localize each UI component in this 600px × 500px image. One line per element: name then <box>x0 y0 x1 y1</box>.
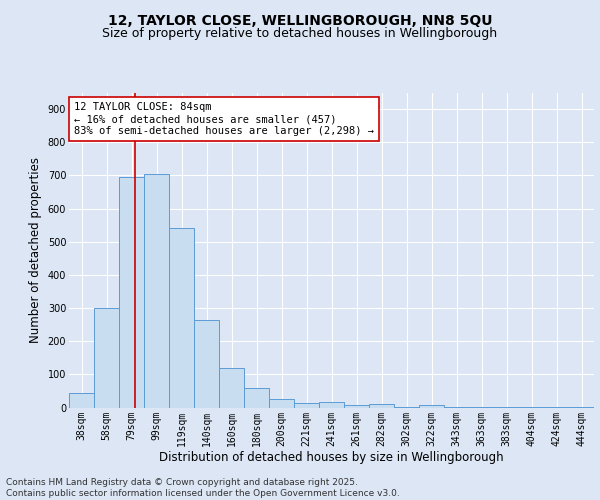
Bar <box>294 402 319 407</box>
Bar <box>119 177 144 408</box>
Bar <box>469 407 494 408</box>
Bar <box>69 392 94 407</box>
Bar <box>569 407 594 408</box>
Bar <box>244 388 269 407</box>
Bar <box>444 407 469 408</box>
Bar <box>144 174 169 408</box>
Bar <box>419 405 444 407</box>
Bar <box>344 405 369 407</box>
Text: Contains HM Land Registry data © Crown copyright and database right 2025.
Contai: Contains HM Land Registry data © Crown c… <box>6 478 400 498</box>
Bar <box>394 407 419 408</box>
Text: 12 TAYLOR CLOSE: 84sqm
← 16% of detached houses are smaller (457)
83% of semi-de: 12 TAYLOR CLOSE: 84sqm ← 16% of detached… <box>74 102 374 136</box>
Bar <box>269 399 294 407</box>
Bar <box>369 404 394 407</box>
Bar <box>319 402 344 407</box>
Bar <box>494 407 519 408</box>
Text: 12, TAYLOR CLOSE, WELLINGBOROUGH, NN8 5QU: 12, TAYLOR CLOSE, WELLINGBOROUGH, NN8 5Q… <box>108 14 492 28</box>
Bar <box>519 407 544 408</box>
Bar <box>94 308 119 408</box>
Bar <box>194 320 219 408</box>
X-axis label: Distribution of detached houses by size in Wellingborough: Distribution of detached houses by size … <box>159 451 504 464</box>
Bar <box>219 368 244 408</box>
Y-axis label: Number of detached properties: Number of detached properties <box>29 157 42 343</box>
Bar <box>169 228 194 408</box>
Text: Size of property relative to detached houses in Wellingborough: Size of property relative to detached ho… <box>103 28 497 40</box>
Bar <box>544 407 569 408</box>
